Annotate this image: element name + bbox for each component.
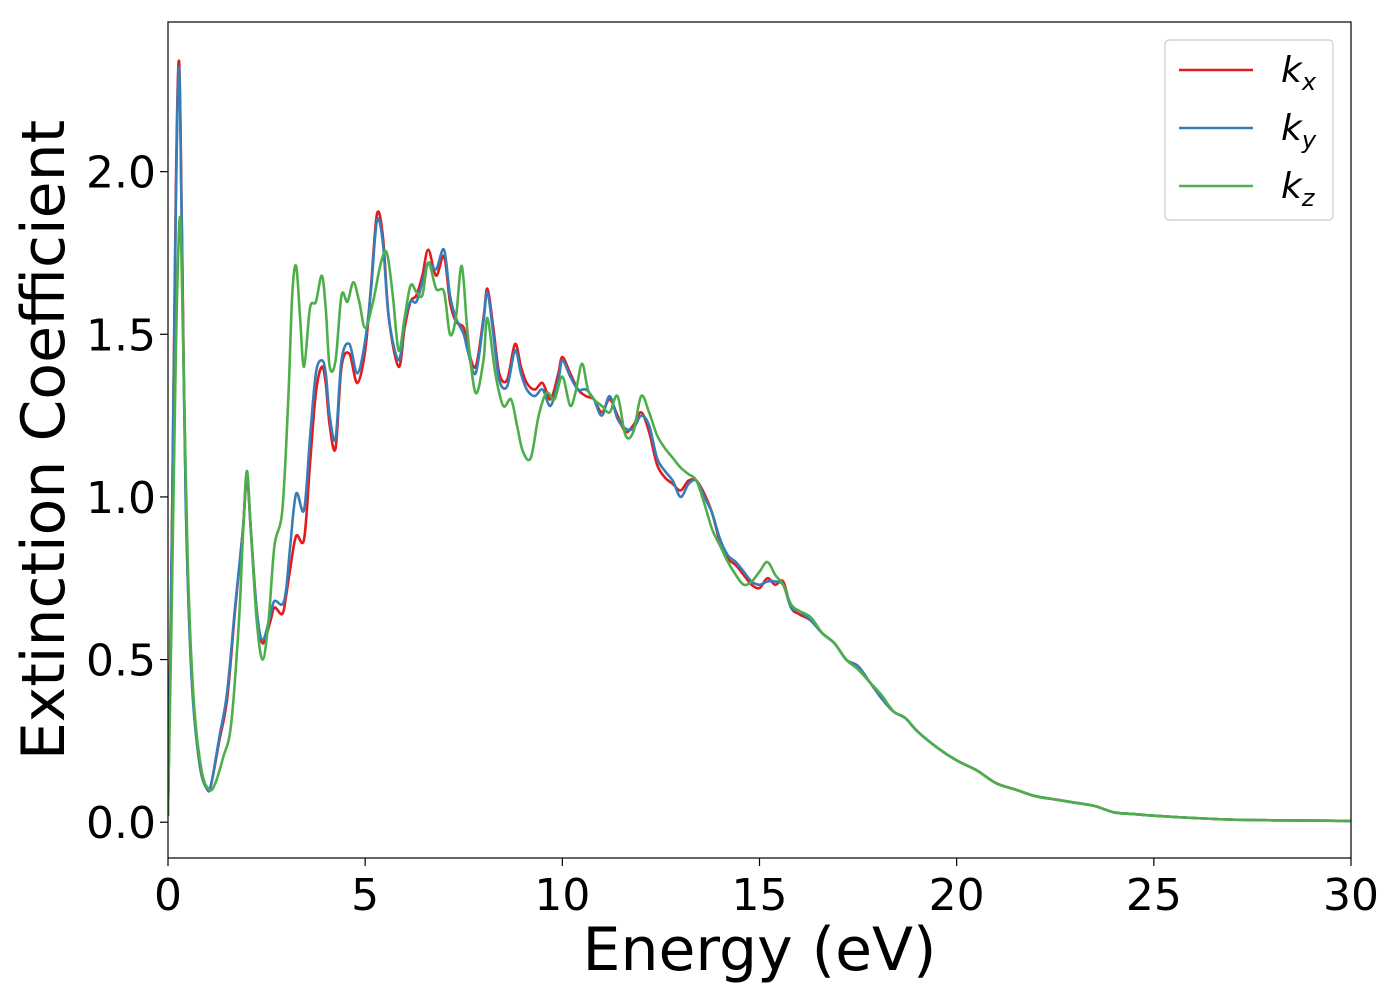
y-tick-label: 1.0 [86, 473, 156, 524]
y-axis: 0.0 0.5 1.0 1.5 2.0 [86, 148, 168, 849]
series-layer [168, 59, 1351, 823]
x-tick-label: 5 [351, 870, 379, 921]
x-tick-label: 15 [732, 870, 788, 921]
x-axis: 0 5 10 15 20 25 30 [154, 858, 1379, 921]
x-tick-label: 25 [1126, 870, 1182, 921]
x-tick-label: 0 [154, 870, 182, 921]
legend-label-z: kz [1281, 166, 1316, 212]
x-tick-label: 30 [1323, 870, 1379, 921]
y-axis-title: Extinction Coefficient [9, 120, 79, 760]
x-axis-title: Energy (eV) [583, 915, 937, 985]
x-tick-label: 20 [929, 870, 985, 921]
series-line-z [168, 215, 1351, 823]
y-tick-label: 0.0 [86, 798, 156, 849]
legend-box [1164, 39, 1334, 221]
x-tick-label: 10 [534, 870, 590, 921]
y-tick-label: 2.0 [86, 148, 156, 199]
legend: kx ky kz [1164, 39, 1334, 221]
legend-label-y: ky [1281, 108, 1317, 154]
y-tick-label: 0.5 [86, 636, 156, 687]
y-tick-label: 1.5 [86, 310, 156, 361]
legend-label-x: kx [1281, 50, 1317, 96]
